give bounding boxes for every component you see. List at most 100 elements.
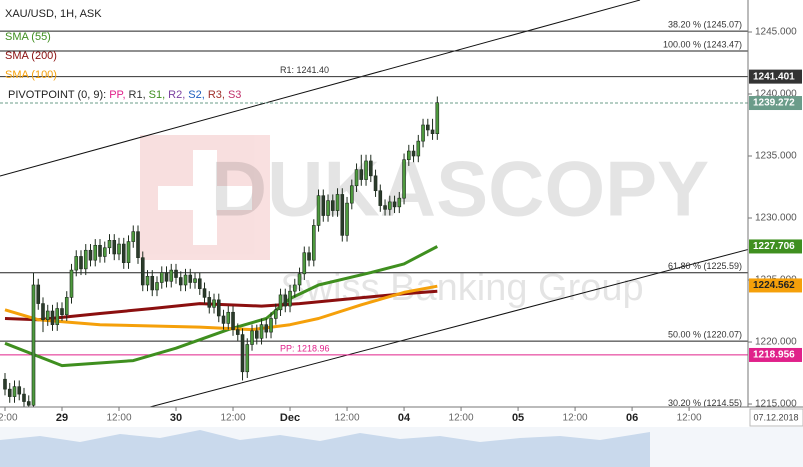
- x-tick-label: 12:00: [449, 413, 474, 424]
- candle-body: [321, 195, 326, 216]
- candle-body: [126, 241, 131, 263]
- candle-body: [178, 277, 183, 286]
- x-tick-label: 12:00: [335, 413, 360, 424]
- price-tag: [749, 278, 802, 293]
- candle-body: [174, 269, 178, 278]
- watermark: [140, 135, 270, 260]
- candle-body: [155, 282, 159, 291]
- candle-body: [216, 299, 221, 317]
- candle-body: [197, 278, 202, 289]
- candle-body: [269, 318, 273, 333]
- candle-body: [411, 150, 416, 157]
- candle-body: [193, 278, 197, 283]
- candle-body: [397, 197, 402, 208]
- candle-body: [426, 124, 430, 131]
- watermark-cross: [158, 186, 252, 210]
- candle-body: [226, 311, 231, 324]
- x-tick-label: 29: [56, 412, 68, 424]
- y-tick-label: 1245.000: [755, 27, 797, 38]
- candle-body: [60, 308, 64, 316]
- fib-level-label: 30.20 % (1214.55): [668, 398, 742, 408]
- pivot-legend: PIVOTPOINT (0, 9): PP, R1, S1, R2, S2, R3, S3: [8, 89, 241, 101]
- price-tag-label: 1224.562: [753, 280, 795, 291]
- price-tag-label: 1218.956: [753, 350, 795, 361]
- candle-body: [368, 160, 373, 177]
- candle-body: [240, 334, 245, 373]
- candle-body: [183, 274, 188, 286]
- date-label: 07.12.2018: [753, 412, 798, 422]
- x-tick-label: 05: [512, 412, 524, 424]
- navigator-area: [0, 430, 650, 467]
- watermark-tagline: Swiss Banking Group: [280, 267, 643, 309]
- candle-body: [349, 185, 354, 204]
- candle-body: [264, 324, 269, 333]
- candle-body: [326, 200, 330, 216]
- candle-body: [88, 249, 93, 261]
- y-tick-label: 1230.000: [755, 213, 797, 224]
- fib-level-label: 100.00 % (1243.47): [663, 39, 742, 49]
- candle-body: [302, 252, 307, 275]
- price-tag-label: 1241.401: [753, 71, 795, 82]
- y-tick-label: 1215.000: [755, 399, 797, 410]
- candle-body: [50, 310, 55, 325]
- candle-body: [283, 294, 288, 307]
- watermark-logo: [140, 135, 270, 260]
- candle-body: [354, 169, 359, 187]
- candle-body: [98, 244, 102, 257]
- x-tick-label: 04: [398, 412, 411, 424]
- plot-area: 38.20 % (1245.07) 100.00 % (1243.47) 61.80…: [0, 0, 748, 408]
- pivot-legend-item: R2,: [168, 89, 185, 101]
- candle-body: [254, 330, 259, 339]
- candle-body: [383, 205, 387, 210]
- chart-title: XAU/USD, 1H, ASK: [5, 8, 102, 20]
- candle-body: [421, 124, 425, 142]
- candle-body: [140, 257, 145, 286]
- candle-body: [335, 194, 340, 211]
- pivot-legend-item: R3,: [208, 89, 225, 101]
- candle-body: [41, 303, 45, 320]
- candle-body: [31, 284, 36, 406]
- candle-body: [430, 129, 435, 134]
- candle-body: [102, 247, 107, 257]
- candle-body: [3, 378, 7, 390]
- candle-body: [22, 393, 26, 402]
- candle-body: [136, 231, 140, 258]
- candle-body: [373, 175, 378, 192]
- candle-body: [107, 240, 112, 249]
- y-tick-label: 1240.000: [755, 89, 797, 100]
- x-tick-label: 12:00: [221, 413, 246, 424]
- watermark-brand: DUKASCOPY: [211, 145, 709, 233]
- candle-body: [435, 102, 440, 134]
- candle-body: [245, 344, 250, 373]
- candle-body: [231, 311, 235, 330]
- candle-body: [288, 290, 292, 307]
- pivot-legend-item: PP,: [109, 89, 125, 101]
- candle-body: [112, 240, 117, 255]
- candle-body: [69, 269, 74, 298]
- date-box: [749, 408, 803, 427]
- candle-body: [45, 310, 50, 320]
- pivot-legend-item: S3: [228, 89, 241, 101]
- candle-body: [316, 195, 321, 226]
- candle-body: [345, 202, 349, 236]
- watermark-cross: [193, 150, 217, 245]
- candle-body: [212, 299, 216, 308]
- fib-level-label: 38.20 % (1245.07): [668, 20, 742, 30]
- candle-body: [117, 243, 121, 255]
- candle-body: [93, 244, 98, 261]
- candle-body: [259, 324, 264, 339]
- pivot-legend-item: PIVOTPOINT (0, 9):: [8, 89, 106, 101]
- candle-body: [250, 330, 254, 345]
- candle-body: [83, 249, 88, 270]
- candle-body: [406, 150, 411, 161]
- candle-body: [26, 401, 31, 406]
- candle-body: [145, 275, 150, 286]
- candle-body: [292, 284, 297, 292]
- x-tick-label: 12:00: [563, 413, 588, 424]
- candle-body: [392, 201, 397, 208]
- candle-body: [121, 243, 126, 263]
- sma-line: [4, 289, 438, 322]
- candle-body: [169, 269, 174, 282]
